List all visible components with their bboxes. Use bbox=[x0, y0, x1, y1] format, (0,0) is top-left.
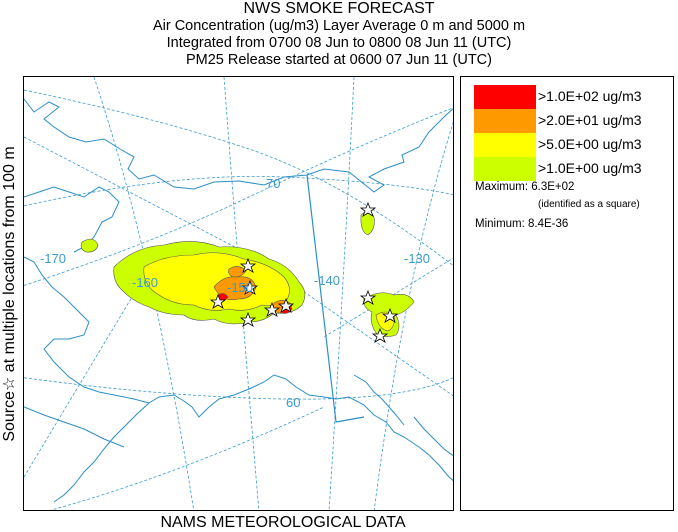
maximum-note: (identified as a square) bbox=[538, 199, 640, 210]
legend-label: >1.0E+02 ug/m3 bbox=[538, 88, 642, 104]
lon-label-150: -150 bbox=[227, 280, 253, 295]
title-block: NWS SMOKE FORECAST Air Concentration (ug… bbox=[0, 0, 678, 69]
source-side-label-text: Source☆ at multiple locations from 100 m bbox=[1, 146, 18, 442]
lon-label-130: -130 bbox=[404, 251, 430, 266]
legend-item-level1: >1.0E+02 ug/m3 bbox=[474, 85, 664, 109]
source-star bbox=[239, 311, 257, 327]
source-star bbox=[359, 289, 377, 305]
source-star bbox=[381, 307, 399, 323]
source-star bbox=[241, 279, 259, 295]
source-star bbox=[371, 327, 389, 343]
grid-labels: 70 60 -170 -160 -150 -140 -130 bbox=[40, 176, 430, 410]
graticule bbox=[24, 77, 453, 510]
legend-panel: >1.0E+02 ug/m3 >2.0E+01 ug/m3 >5.0E+00 u… bbox=[460, 76, 674, 511]
maximum-label: Maximum: 6.3E+02 bbox=[475, 181, 575, 193]
plume-north-level2 bbox=[228, 266, 247, 278]
release-start: PM25 Release started at 0600 07 Jun 11 (… bbox=[185, 52, 492, 68]
met-data-label: NAMS METEOROLOGICAL DATA bbox=[160, 514, 406, 531]
legend-item-level2: >2.0E+01 ug/m3 bbox=[474, 109, 664, 133]
source-star bbox=[277, 297, 295, 313]
legend-label: >5.0E+00 ug/m3 bbox=[538, 136, 642, 152]
border-line bbox=[306, 174, 365, 423]
lat-label-60: 60 bbox=[286, 395, 300, 410]
legend-item-level4: >1.0E+00 ug/m3 bbox=[474, 157, 664, 181]
lon-label-160: -160 bbox=[132, 275, 158, 290]
integration-period: Integrated from 0700 08 Jun to 0800 08 J… bbox=[166, 35, 512, 51]
legend-label: >2.0E+01 ug/m3 bbox=[538, 112, 642, 128]
lat-label-70: 70 bbox=[266, 176, 280, 191]
minimum-label: Minimum: 8.4E-36 bbox=[475, 218, 569, 230]
legend-label: >1.0E+00 ug/m3 bbox=[538, 160, 642, 176]
source-markers bbox=[209, 201, 399, 343]
smoke-map: 70 60 -170 -160 -150 -140 -130 bbox=[24, 77, 453, 510]
source-star bbox=[209, 293, 227, 309]
legend-swatch bbox=[474, 85, 536, 109]
legend-swatch bbox=[474, 109, 536, 133]
smoke-plumes bbox=[80, 211, 415, 337]
source-star bbox=[359, 201, 377, 217]
legend-swatch bbox=[474, 157, 536, 181]
coastline bbox=[24, 98, 453, 503]
map-panel: 70 60 -170 -160 -150 -140 -130 bbox=[23, 76, 454, 511]
concentration-subtitle: Air Concentration (ug/m3) Layer Average … bbox=[152, 18, 526, 34]
legend-item-level3: >5.0E+00 ug/m3 bbox=[474, 133, 664, 157]
source-star bbox=[263, 301, 281, 317]
forecast-title: NWS SMOKE FORECAST bbox=[243, 0, 435, 17]
lon-label-170: -170 bbox=[40, 251, 66, 266]
lon-label-140: -140 bbox=[314, 273, 340, 288]
legend-swatch bbox=[474, 133, 536, 157]
plume-west-level4 bbox=[80, 238, 99, 253]
source-star bbox=[239, 257, 257, 273]
